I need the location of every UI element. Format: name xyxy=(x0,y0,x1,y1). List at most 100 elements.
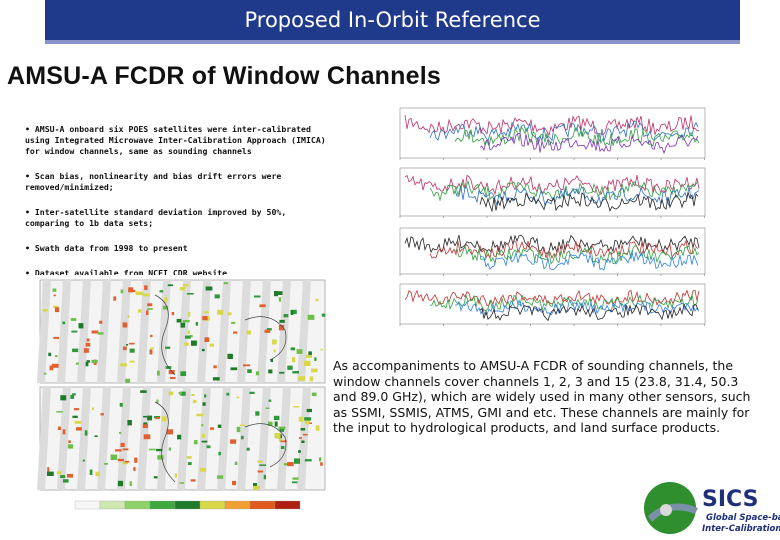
precip-patch xyxy=(54,307,59,313)
precip-patch xyxy=(249,391,255,394)
precip-patch xyxy=(72,393,76,396)
precip-patch xyxy=(177,434,182,440)
precip-patch xyxy=(148,448,156,451)
precip-patch xyxy=(280,440,287,443)
precip-patch xyxy=(82,459,85,462)
swath-stripe xyxy=(217,387,231,490)
precip-patch xyxy=(168,447,171,451)
series-line xyxy=(479,191,699,213)
precip-patch xyxy=(147,415,153,421)
precip-patch xyxy=(274,421,278,427)
precip-patch xyxy=(204,394,207,398)
precip-patch xyxy=(129,342,135,345)
precip-patch xyxy=(49,365,54,371)
precip-patch xyxy=(276,291,283,295)
precip-patch xyxy=(180,371,187,376)
swath-stripe xyxy=(77,387,91,490)
precip-patch xyxy=(171,312,175,316)
logo-line2: Inter-Calibration System xyxy=(702,524,780,534)
swath-stripe xyxy=(177,280,191,383)
swath-stripe xyxy=(37,387,51,490)
precip-patch xyxy=(124,460,130,463)
precip-patch xyxy=(62,429,66,435)
precip-patch xyxy=(246,330,251,335)
precip-patch xyxy=(308,351,312,357)
panel-frame xyxy=(399,227,706,275)
precip-patch xyxy=(234,461,238,465)
precip-patch xyxy=(231,321,236,324)
colorbar-swatch xyxy=(249,500,276,510)
precip-patch xyxy=(176,318,182,323)
bullet-item: • Inter-satellite standard deviation imp… xyxy=(25,207,287,228)
precip-patch xyxy=(283,314,289,318)
precip-patch xyxy=(135,291,141,295)
precip-patch xyxy=(74,420,82,424)
precip-patch xyxy=(292,477,299,480)
precip-patch xyxy=(120,442,125,447)
swath-stripe xyxy=(277,387,291,490)
precip-patch xyxy=(201,424,204,427)
precip-patch xyxy=(236,396,240,399)
colorbar-swatch xyxy=(224,500,251,510)
precip-patch xyxy=(42,309,48,312)
swath-stripe xyxy=(117,387,131,490)
precip-patch xyxy=(157,370,160,376)
bullet-item: • Swath data from 1998 to present xyxy=(25,243,188,253)
precip-patch xyxy=(165,346,171,349)
precip-patch xyxy=(259,304,266,308)
precip-patch xyxy=(104,463,108,465)
precip-patch xyxy=(166,429,174,435)
precip-patch xyxy=(43,372,47,375)
swath-stripe xyxy=(297,280,311,383)
precip-patch xyxy=(321,313,326,317)
precip-patch xyxy=(70,318,77,321)
coastline xyxy=(154,294,176,376)
precip-patch xyxy=(74,408,79,411)
coastline xyxy=(244,316,287,361)
precip-patch xyxy=(187,330,191,334)
colorbar-swatch xyxy=(199,500,226,510)
precip-patch xyxy=(120,289,124,294)
precip-patch xyxy=(122,448,129,451)
precip-patch xyxy=(168,370,175,375)
precip-patch xyxy=(156,399,159,404)
precip-patch xyxy=(206,445,211,449)
coastline xyxy=(154,401,176,483)
series-line xyxy=(455,298,700,316)
precip-patch xyxy=(155,417,160,420)
precip-patch xyxy=(278,325,285,331)
precip-patch xyxy=(279,319,285,323)
precip-patch xyxy=(92,407,94,411)
precip-patch xyxy=(70,394,75,399)
precip-patch xyxy=(210,427,215,430)
coastline xyxy=(244,423,287,468)
precip-patch xyxy=(254,295,261,298)
swath-stripe xyxy=(257,387,271,490)
precip-patch xyxy=(71,330,78,333)
precip-patch xyxy=(72,348,79,353)
precip-patch xyxy=(62,479,69,483)
precip-patch xyxy=(306,408,312,413)
precip-patch xyxy=(185,335,191,339)
precip-patch xyxy=(259,464,267,466)
colorbar-swatch xyxy=(149,500,176,510)
precip-patch xyxy=(196,413,204,417)
precip-patch xyxy=(85,342,91,347)
precip-patch xyxy=(167,284,173,287)
precip-patch xyxy=(53,305,59,308)
precip-patch xyxy=(170,376,176,380)
precip-patch xyxy=(75,362,79,365)
precip-patch xyxy=(162,416,167,422)
precip-patch xyxy=(306,354,312,358)
precip-patch xyxy=(255,371,260,376)
precip-patch xyxy=(97,332,104,335)
precip-patch xyxy=(298,437,302,439)
precip-patch xyxy=(178,391,182,395)
precip-patch xyxy=(246,447,250,451)
series-line xyxy=(479,249,699,271)
precip-patch xyxy=(314,357,317,361)
precip-patch xyxy=(52,288,57,292)
precip-patch xyxy=(195,322,198,326)
precip-patch xyxy=(307,314,315,320)
precip-patch xyxy=(143,434,151,440)
